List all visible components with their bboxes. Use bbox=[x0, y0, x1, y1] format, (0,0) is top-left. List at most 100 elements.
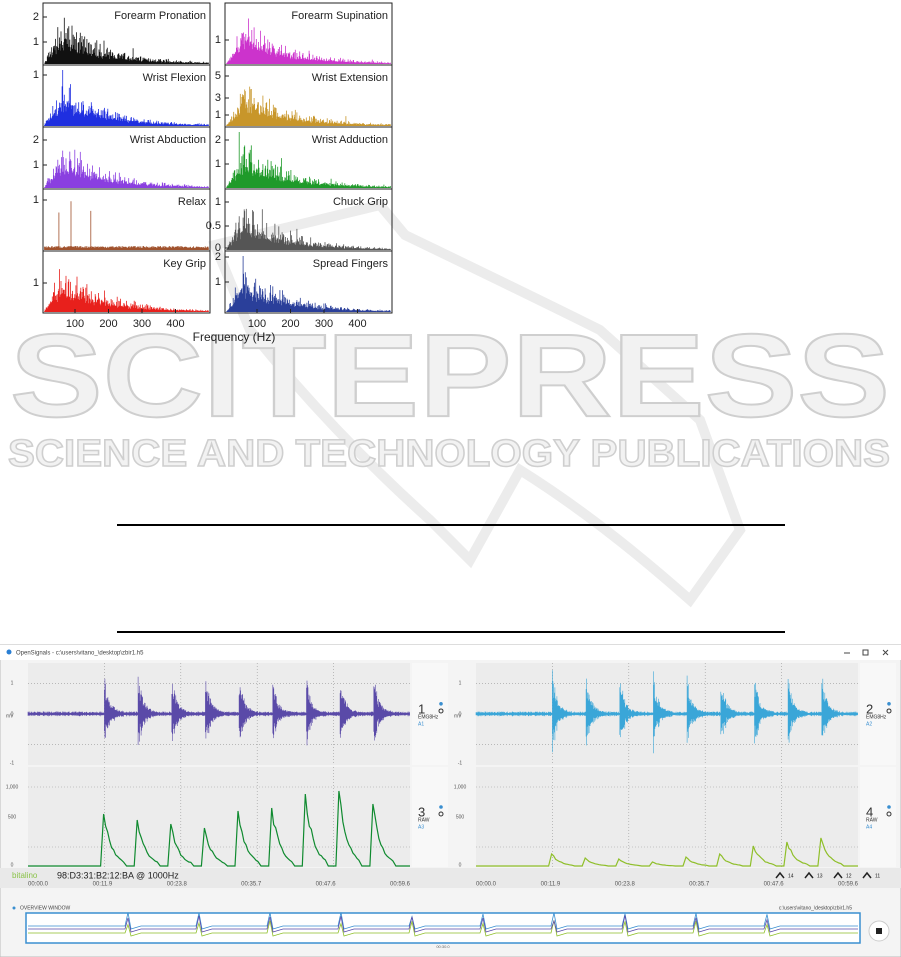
x-tick-label: 400 bbox=[348, 318, 366, 330]
panel-title: Wrist Flexion bbox=[143, 72, 206, 84]
panel-title: Relax bbox=[178, 196, 207, 208]
panel-title: Wrist Extension bbox=[312, 72, 388, 84]
y-tick-label: -1 bbox=[10, 760, 15, 766]
scale-button[interactable] bbox=[775, 871, 785, 879]
visibility-toggle[interactable] bbox=[439, 805, 443, 809]
time-tick-label: 00:35.7 bbox=[241, 882, 262, 888]
maximize-button bbox=[862, 649, 869, 656]
visibility-toggle[interactable] bbox=[887, 702, 891, 706]
x-tick-label: 300 bbox=[133, 318, 151, 330]
time-tick-label: 00:47.6 bbox=[764, 882, 785, 888]
stop-button[interactable] bbox=[868, 920, 890, 942]
y-tick-label: 0 bbox=[215, 242, 221, 254]
scale-button[interactable] bbox=[804, 871, 814, 879]
y-tick-label: -1 bbox=[458, 760, 463, 766]
y-tick-label: 2 bbox=[33, 11, 39, 23]
spectrum-trace bbox=[44, 70, 209, 126]
record-toggle[interactable] bbox=[438, 708, 444, 714]
panel-title: Forearm Pronation bbox=[114, 10, 206, 22]
scale-button[interactable] bbox=[833, 871, 843, 879]
panel-title: Forearm Supination bbox=[291, 10, 388, 22]
channel-label: RAW bbox=[866, 817, 878, 823]
y-tick-label: 1 bbox=[459, 681, 462, 687]
title-bar bbox=[0, 645, 901, 660]
y-tick-label: 2 bbox=[33, 134, 39, 146]
record-toggle[interactable] bbox=[886, 708, 892, 714]
channel-label: EMG8Hz bbox=[866, 714, 887, 720]
channel-number: 3 bbox=[418, 804, 425, 819]
x-tick-label: 200 bbox=[281, 318, 299, 330]
time-tick-label: 00:11.9 bbox=[541, 882, 561, 888]
y-tick-label: 0 bbox=[459, 711, 462, 717]
y-tick-label: 2 bbox=[215, 251, 221, 263]
spectrum-trace bbox=[226, 132, 391, 188]
record-toggle[interactable] bbox=[886, 811, 892, 817]
y-tick-label: 0 bbox=[11, 711, 14, 717]
app-icon bbox=[6, 649, 12, 655]
panel-title: Chuck Grip bbox=[333, 196, 388, 208]
x-tick-label: 100 bbox=[66, 318, 84, 330]
x-tick-label: 100 bbox=[248, 318, 266, 330]
overview-plot bbox=[25, 912, 861, 944]
y-tick-label: 1 bbox=[215, 196, 221, 208]
overview-trace bbox=[28, 920, 858, 937]
panel-title: Wrist Abduction bbox=[130, 134, 206, 146]
scale-label: 11 bbox=[875, 873, 880, 879]
time-tick-label: 00:00.0 bbox=[476, 882, 497, 888]
spectrum-trace bbox=[226, 256, 391, 312]
x-tick-label: 400 bbox=[166, 318, 184, 330]
scale-label: 14 bbox=[788, 873, 794, 879]
y-tick-label: 2 bbox=[215, 134, 221, 146]
channel-port: A4 bbox=[866, 824, 872, 830]
scale-button[interactable] bbox=[862, 871, 872, 879]
spectrum-trace bbox=[226, 18, 391, 64]
y-tick-label: 500 bbox=[8, 814, 17, 820]
plot-area bbox=[476, 767, 858, 867]
channel-label: RAW bbox=[418, 817, 430, 823]
y-tick-label: 0 bbox=[459, 862, 462, 868]
y-tick-label: 1 bbox=[11, 681, 14, 687]
time-tick-label: 00:23.8 bbox=[167, 882, 188, 888]
spectrum-panel: Spread Fingers 2 1 bbox=[215, 250, 393, 314]
spectrum-trace bbox=[226, 86, 391, 126]
overview-icon bbox=[12, 906, 16, 910]
overview-time: 00:30.0 bbox=[436, 944, 450, 949]
time-tick-label: 00:59.6 bbox=[838, 882, 859, 888]
scale-label: 13 bbox=[817, 873, 823, 879]
y-tick-label: 0 bbox=[11, 862, 14, 868]
spectrum-panel: Forearm Pronation 2 1 bbox=[33, 2, 211, 66]
y-tick-label: 1 bbox=[33, 194, 39, 206]
visibility-toggle[interactable] bbox=[439, 702, 443, 706]
y-tick-label: 1 bbox=[33, 36, 39, 48]
device-brand: bitalino bbox=[12, 871, 38, 880]
channel-port: A1 bbox=[418, 722, 424, 728]
channel-number: 1 bbox=[418, 701, 425, 716]
y-tick-label: 1 bbox=[33, 277, 39, 289]
channel-box bbox=[412, 663, 448, 765]
close-button bbox=[882, 649, 889, 656]
channel-port: A3 bbox=[418, 824, 424, 830]
time-tick-label: 00:47.6 bbox=[316, 882, 337, 888]
record-toggle[interactable] bbox=[438, 811, 444, 817]
plot-area bbox=[28, 767, 410, 867]
y-unit: mV bbox=[6, 713, 14, 719]
spectrum-panel: Wrist Adduction 2 1 bbox=[215, 126, 393, 190]
y-unit: mV bbox=[454, 713, 462, 719]
channel-box bbox=[860, 767, 896, 867]
spectrum-trace bbox=[44, 17, 209, 64]
panel-frame bbox=[42, 250, 211, 314]
spectrum-trace bbox=[44, 149, 209, 188]
x-axis-label: Frequency (Hz) bbox=[193, 330, 276, 344]
x-tick-label: 200 bbox=[99, 318, 117, 330]
y-tick-label: 5 bbox=[215, 70, 221, 82]
y-tick-label: 1 bbox=[33, 159, 39, 171]
visibility-toggle[interactable] bbox=[887, 805, 891, 809]
y-tick-label: 1 bbox=[215, 34, 221, 46]
y-tick-label: 1 bbox=[215, 109, 221, 121]
channel-box bbox=[860, 663, 896, 765]
x-tick-label: 300 bbox=[315, 318, 333, 330]
